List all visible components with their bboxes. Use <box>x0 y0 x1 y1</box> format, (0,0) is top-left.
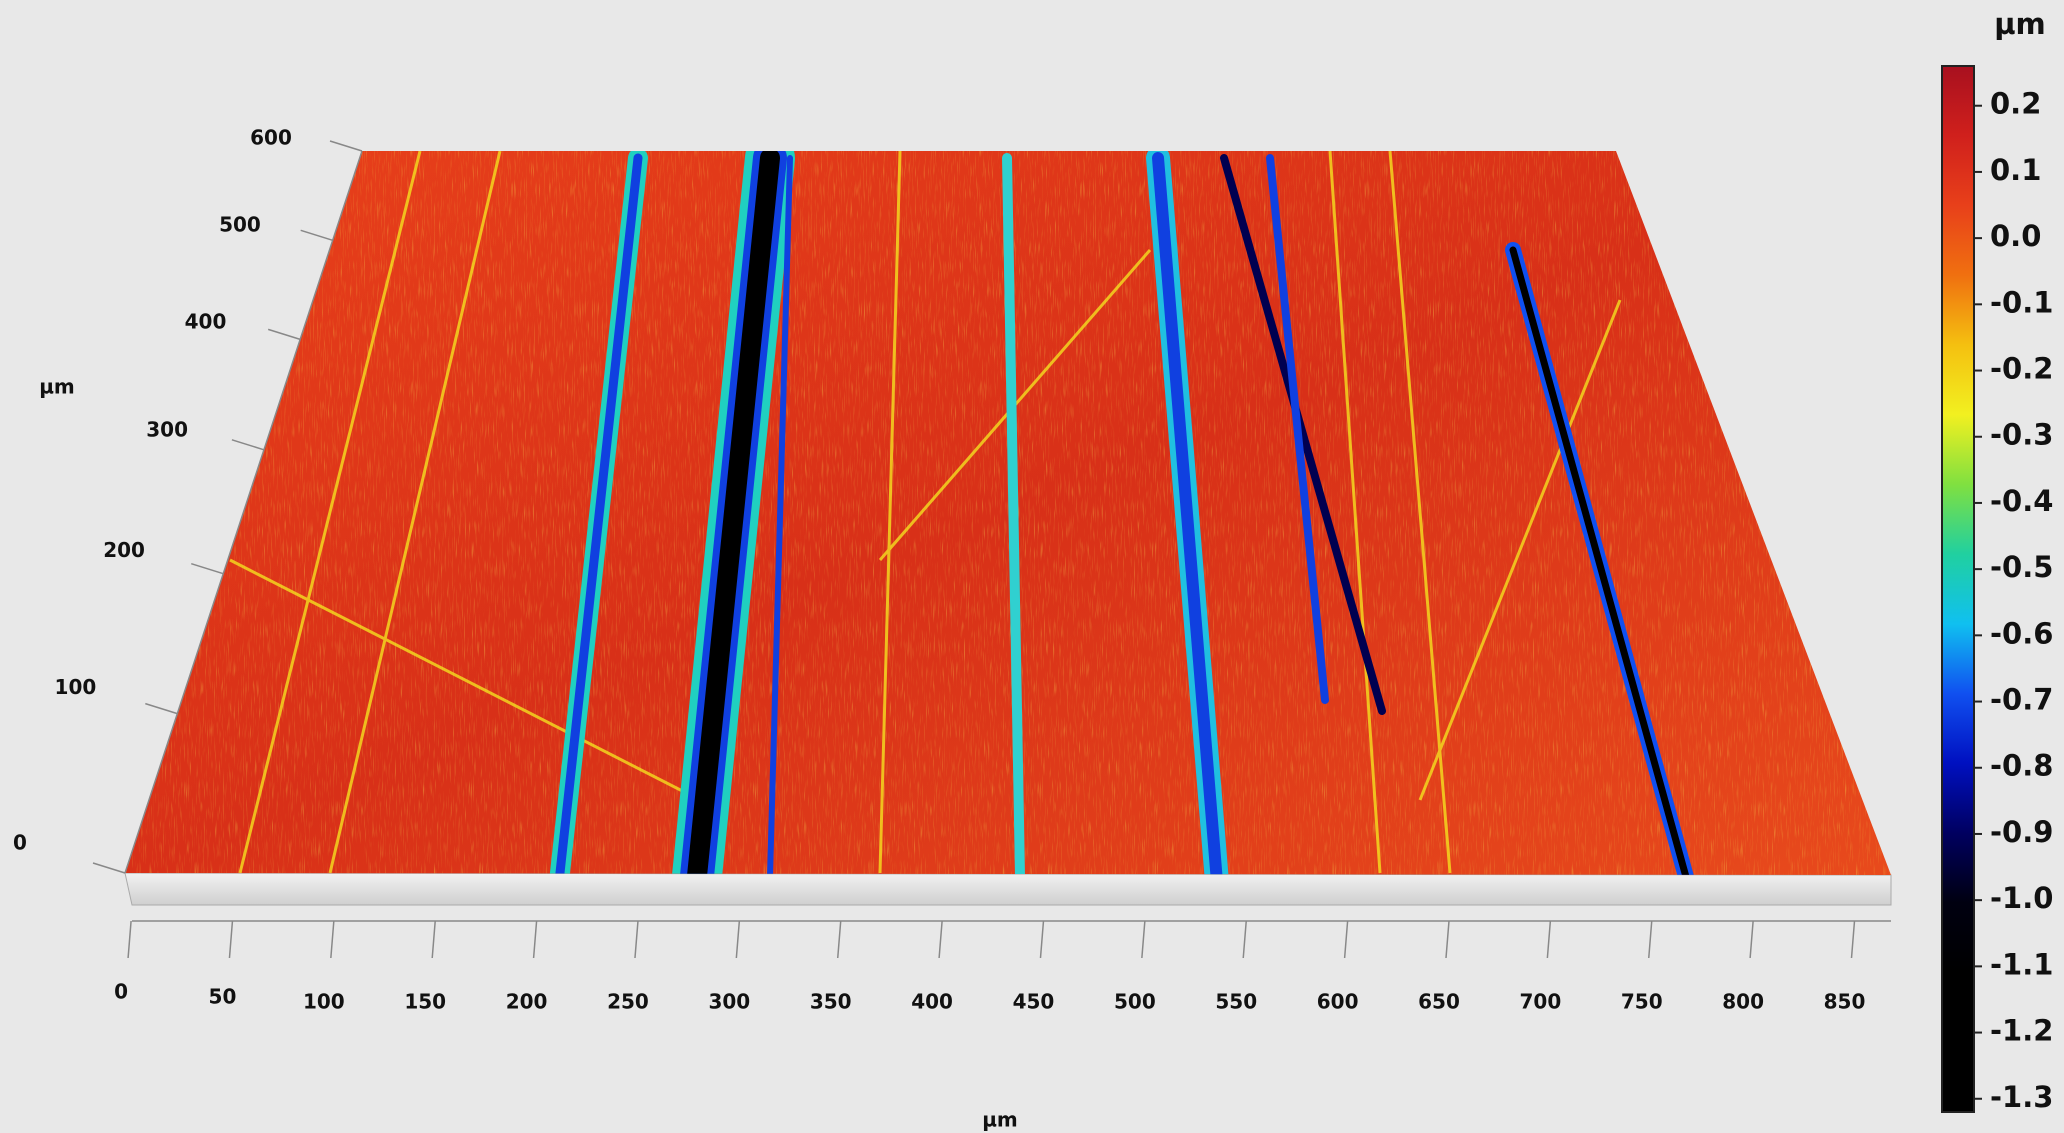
colorbar-tick-label: -0.5 <box>1990 550 2053 584</box>
x-tick-label: 650 <box>1418 990 1460 1014</box>
x-tick <box>634 920 639 959</box>
y-tick-label: 0 <box>13 831 27 855</box>
x-tick-label: 50 <box>209 985 237 1009</box>
y-tick <box>145 702 178 715</box>
x-tick-label: 350 <box>810 990 852 1014</box>
colorbar-tick-label: -0.7 <box>1990 683 2053 717</box>
x-tick-label: 450 <box>1013 990 1055 1014</box>
colorbar-tick-label: -0.9 <box>1990 815 2053 849</box>
y-tick <box>191 562 224 575</box>
x-tick <box>1648 920 1653 959</box>
y-tick-label: 400 <box>185 309 227 333</box>
surface-base <box>124 872 1892 906</box>
x-tick <box>1141 920 1146 959</box>
colorbar-label: µm <box>1994 7 2046 41</box>
x-tick-label: 750 <box>1621 990 1663 1014</box>
x-tick-label: 300 <box>708 990 750 1014</box>
colorbar-tick-label: -0.1 <box>1990 285 2053 319</box>
x-tick-label: 700 <box>1519 990 1561 1014</box>
y-tick <box>329 140 363 152</box>
x-tick <box>1445 920 1450 959</box>
x-tick-label: 500 <box>1114 990 1156 1014</box>
y-tick <box>300 229 333 242</box>
y-tick <box>231 439 265 451</box>
colorbar-tick-label: 0.2 <box>1990 87 2041 121</box>
colorbar-tick-label: -0.2 <box>1990 352 2053 386</box>
colorbar-tick-label: -1.2 <box>1990 1014 2053 1048</box>
colorbar-tick-label: -1.1 <box>1990 947 2053 981</box>
x-tick <box>1850 920 1856 959</box>
x-axis-label: µm <box>982 1108 1018 1132</box>
y-tick-label: 500 <box>219 213 261 237</box>
y-tick-label: 600 <box>250 126 292 150</box>
x-tick-label: 800 <box>1722 990 1764 1014</box>
x-tick <box>1546 920 1552 959</box>
colorbar-tick-label: -0.6 <box>1990 616 2053 650</box>
x-tick <box>431 920 436 959</box>
x-tick <box>532 920 538 959</box>
x-tick-label: 550 <box>1215 990 1257 1014</box>
x-tick <box>938 920 943 959</box>
surface-texture <box>125 151 1891 875</box>
x-tick <box>735 920 741 959</box>
x-tick <box>228 920 234 959</box>
x-tick <box>330 920 335 959</box>
x-tick-label: 850 <box>1824 990 1866 1014</box>
x-tick-label: 150 <box>404 990 446 1014</box>
colorbar <box>1942 66 1974 1112</box>
y-tick-label: 300 <box>146 417 188 441</box>
y-tick-label: 100 <box>55 675 97 699</box>
x-tick-label: 0 <box>114 980 128 1004</box>
colorbar-tick-label: -0.4 <box>1990 484 2053 518</box>
colorbar-frame <box>1941 65 1975 1113</box>
x-tick-label: 400 <box>911 990 953 1014</box>
y-tick-label: 200 <box>103 538 145 562</box>
colorbar-tick-label: 0.1 <box>1990 153 2041 187</box>
x-tick-label: 250 <box>607 990 649 1014</box>
y-axis-line <box>124 150 363 874</box>
x-tick <box>1242 920 1247 959</box>
y-tick <box>92 862 126 874</box>
x-tick-label: 600 <box>1317 990 1359 1014</box>
x-tick <box>1343 920 1349 959</box>
colorbar-tick-label: -0.8 <box>1990 749 2053 783</box>
y-tick <box>267 328 301 341</box>
colorbar-tick-label: -1.0 <box>1990 881 2053 915</box>
colorbar-tick-label: -1.3 <box>1990 1080 2053 1114</box>
x-tick <box>127 920 132 959</box>
x-tick <box>1039 920 1045 959</box>
colorbar-tick-label: -0.3 <box>1990 418 2053 452</box>
x-tick <box>1749 920 1754 959</box>
x-tick-label: 100 <box>303 990 345 1014</box>
x-tick-label: 200 <box>506 990 548 1014</box>
y-axis-label: µm <box>39 375 75 399</box>
colorbar-tick-label: 0.0 <box>1990 219 2041 253</box>
x-tick <box>836 920 842 959</box>
